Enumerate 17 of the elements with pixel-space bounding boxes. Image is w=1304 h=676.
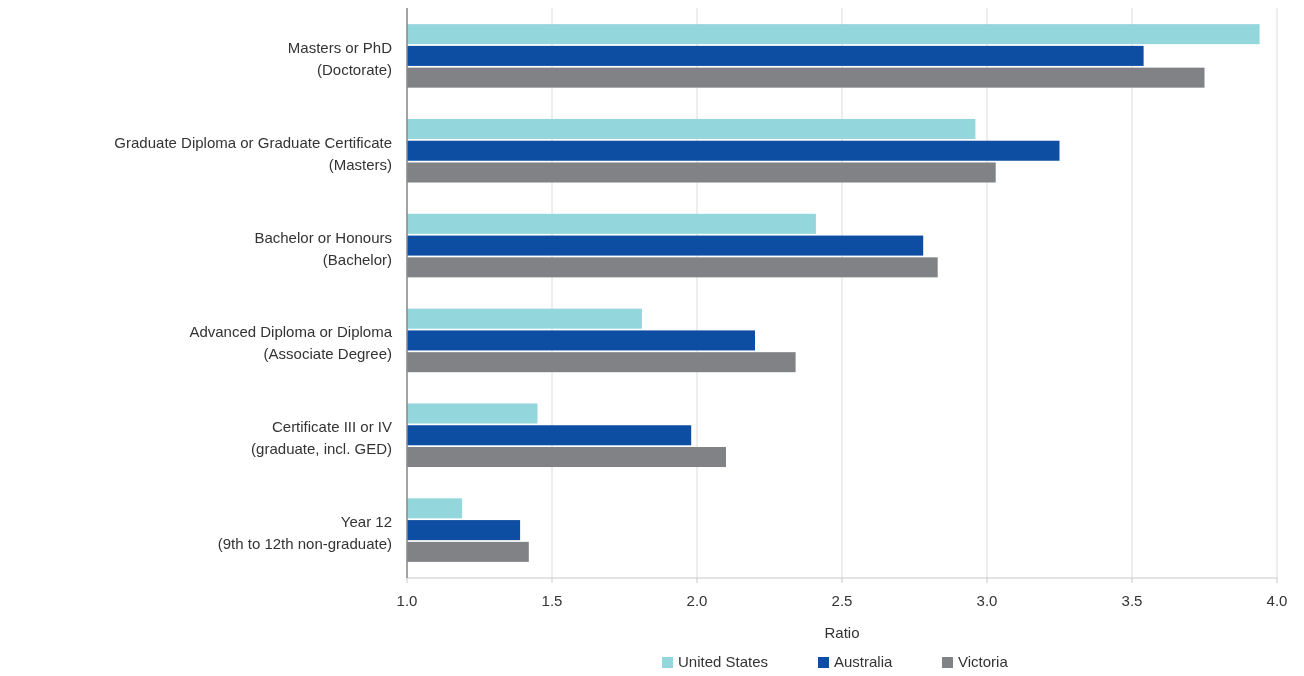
y-tick-label: Graduate Diploma or Graduate Certificate (Masters): [114, 133, 392, 173]
legend-label: Australia: [834, 652, 894, 670]
x-tick-label: 1.5: [541, 592, 563, 609]
y-tick-label: Advanced Diploma or Diploma (Associate Degree): [189, 323, 393, 363]
legend-label: Victoria: [958, 652, 1009, 670]
x-tick-label: 2.5: [831, 592, 853, 609]
x-tick-label: 3.5: [1121, 592, 1143, 609]
x-tick-label: 2.0: [686, 592, 708, 609]
y-tick-label: Year 12 (9th to 12th non-graduate): [217, 513, 392, 553]
y-tick-label: Certificate III or IV (graduate, incl. GED): [251, 418, 392, 458]
x-axis-title: Ratio: [824, 624, 860, 641]
x-tick-label: 4.0: [1266, 592, 1288, 609]
legend-label: United States: [678, 652, 769, 670]
x-tick-label: 1.0: [396, 592, 418, 609]
y-tick-label: Bachelor or Honours (Bachelor): [254, 228, 392, 268]
x-tick-label: 3.0: [976, 592, 998, 609]
y-tick-label: Masters or PhD (Doctorate): [287, 38, 393, 78]
